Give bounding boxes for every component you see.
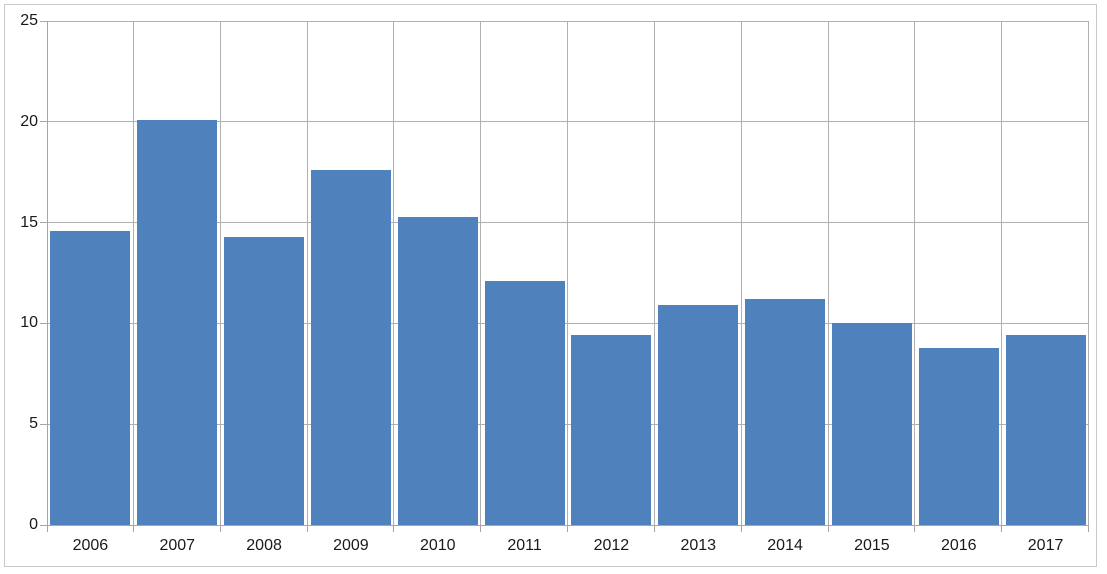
x-axis-tick bbox=[393, 526, 394, 532]
bar-2008 bbox=[224, 237, 304, 525]
x-gridline bbox=[828, 21, 829, 525]
y-axis-tick-label: 0 bbox=[29, 516, 38, 533]
y-axis-tick-label: 5 bbox=[29, 415, 38, 433]
x-gridline bbox=[1088, 21, 1089, 525]
y-axis-tick bbox=[40, 20, 47, 22]
y-gridline bbox=[47, 423, 1089, 425]
x-axis-category-label: 2008 bbox=[246, 537, 282, 554]
x-gridline bbox=[393, 21, 394, 525]
x-axis-tick bbox=[133, 526, 134, 532]
x-gridline bbox=[1001, 21, 1002, 525]
x-axis-category-label: 2013 bbox=[680, 537, 717, 554]
x-axis-category-label: 2014 bbox=[767, 537, 803, 554]
x-axis-category-label: 2017 bbox=[1027, 537, 1064, 554]
x-gridline bbox=[914, 21, 915, 525]
bar-2010 bbox=[398, 217, 478, 525]
bar-2013 bbox=[658, 305, 738, 525]
bar-2017 bbox=[1006, 335, 1086, 525]
y-gridline bbox=[47, 222, 1089, 224]
x-axis-category-label: 2016 bbox=[940, 537, 977, 554]
x-gridline bbox=[741, 21, 742, 525]
x-axis-tick bbox=[480, 526, 481, 532]
plot-area: 0 5 10 15 20 25 2006 2007 2008 2009 2010 2011 2012 20… bbox=[20, 13, 1089, 554]
y-axis-tick-label: 25 bbox=[20, 12, 38, 29]
x-axis-tick bbox=[828, 526, 829, 532]
bar-2007 bbox=[137, 120, 217, 525]
x-gridline bbox=[654, 21, 655, 525]
x-axis-category-label: 2007 bbox=[159, 537, 196, 554]
bar-2016 bbox=[919, 348, 999, 525]
y-axis-tick bbox=[40, 222, 47, 224]
y-axis-tick bbox=[40, 121, 47, 123]
x-axis-tick bbox=[567, 526, 568, 532]
x-axis-tick bbox=[1088, 526, 1089, 532]
y-gridline bbox=[47, 121, 1089, 123]
x-axis-line bbox=[47, 525, 1089, 526]
y-gridline bbox=[47, 322, 1089, 324]
x-axis-tick bbox=[220, 526, 221, 532]
chart-frame: 0 5 10 15 20 25 2006 2007 2008 2009 2010 2011 2012 20… bbox=[4, 4, 1097, 567]
x-gridline bbox=[133, 21, 134, 525]
x-axis-category-label: 2009 bbox=[333, 537, 369, 554]
bar-2012 bbox=[571, 335, 651, 525]
bar-2015 bbox=[832, 323, 912, 525]
bar-2009 bbox=[311, 170, 391, 525]
y-axis-tick-label: 10 bbox=[20, 314, 38, 332]
x-gridline bbox=[220, 21, 221, 525]
x-axis-category-label: 2006 bbox=[72, 537, 109, 554]
y-axis-tick-label: 20 bbox=[20, 112, 38, 130]
x-gridline bbox=[567, 21, 568, 525]
x-axis-tick bbox=[307, 526, 308, 532]
x-axis-category-label: 2015 bbox=[854, 537, 890, 554]
y-axis-tick bbox=[40, 322, 47, 324]
x-axis-tick bbox=[654, 526, 655, 532]
y-axis-tick bbox=[40, 524, 47, 526]
y-axis-line bbox=[47, 21, 48, 525]
x-axis-category-label: 2010 bbox=[419, 537, 456, 554]
y-axis-tick-label: 15 bbox=[20, 213, 38, 231]
y-gridline bbox=[47, 20, 1089, 22]
x-axis-tick bbox=[914, 526, 915, 532]
x-gridline bbox=[307, 21, 308, 525]
bar-2011 bbox=[485, 281, 565, 525]
bar-2006 bbox=[50, 231, 130, 525]
bar-2014 bbox=[745, 299, 825, 525]
x-axis-tick bbox=[1001, 526, 1002, 532]
x-axis-category-label: 2012 bbox=[593, 537, 630, 554]
x-axis-tick bbox=[741, 526, 742, 532]
y-axis-tick bbox=[40, 423, 47, 425]
x-axis-tick bbox=[47, 526, 48, 532]
x-gridline bbox=[480, 21, 481, 525]
x-axis-category-label: 2011 bbox=[507, 537, 542, 554]
